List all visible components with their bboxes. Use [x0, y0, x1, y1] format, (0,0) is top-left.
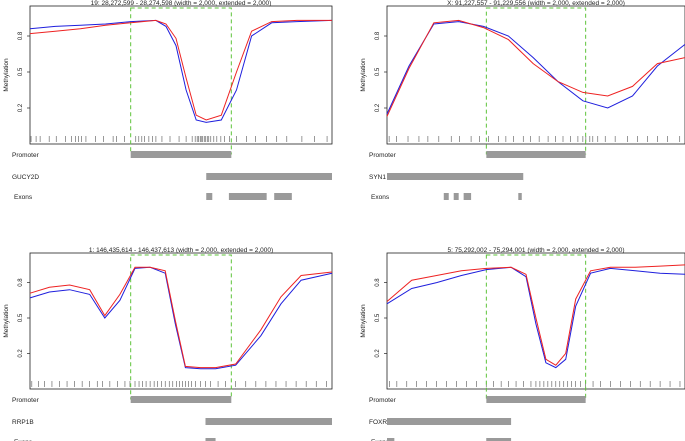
- track-bar: [387, 438, 395, 441]
- track-label: Promoter: [12, 397, 40, 404]
- promoter-region-box: [130, 7, 232, 155]
- track-label: Exons: [14, 439, 33, 441]
- y-tick-label: 0.8: [375, 31, 381, 40]
- y-tick-label: 0.2: [18, 349, 24, 358]
- track-bar: [518, 193, 522, 200]
- track-label: SYN1: [369, 174, 386, 181]
- track-bar: [130, 151, 232, 158]
- y-tick-label: 0.8: [18, 31, 24, 40]
- series-line-1: [386, 21, 685, 115]
- track-bar: [205, 438, 216, 441]
- plot-frame: [29, 5, 333, 145]
- series-line-1: [386, 266, 685, 369]
- track-label: Exons: [14, 194, 33, 201]
- track-label: RRP1B: [12, 419, 34, 426]
- y-axis-label: Methylation: [3, 58, 10, 92]
- plot-frame: [29, 252, 333, 390]
- track-bar: [387, 173, 524, 180]
- promoter-region-box: [485, 254, 587, 400]
- chart-title: 19: 28,272,599 - 28,274,598 (width = 2,0…: [91, 0, 272, 7]
- y-axis-label: Methylation: [360, 304, 367, 338]
- chart-panel-4: 5: 75,292,002 - 75,294,001 (width = 2,00…: [360, 247, 685, 441]
- y-tick-label: 0.5: [375, 313, 381, 322]
- series-line-2: [386, 264, 685, 366]
- chart-panel-3: 1: 146,435,614 - 146,437,613 (width = 2,…: [3, 247, 333, 441]
- plot-frame: [386, 252, 685, 390]
- y-tick-label: 0.5: [375, 67, 381, 76]
- track-label: FOXRED2: [369, 419, 400, 426]
- track-bar: [387, 418, 512, 425]
- series-line-2: [29, 19, 332, 121]
- series-line-2: [29, 266, 333, 369]
- y-tick-label: 0.8: [375, 278, 381, 287]
- y-tick-label: 0.5: [18, 67, 24, 76]
- track-bar: [453, 193, 459, 200]
- track-bar: [206, 193, 213, 200]
- track-label: Promoter: [369, 152, 397, 159]
- y-axis-label: Methylation: [3, 304, 10, 338]
- chart-panel-1: 19: 28,272,599 - 28,274,598 (width = 2,0…: [3, 0, 333, 201]
- track-bar: [443, 193, 449, 200]
- track-bar: [486, 151, 586, 158]
- track-label: Promoter: [369, 397, 397, 404]
- series-line-1: [29, 19, 333, 123]
- track-bar: [463, 193, 472, 200]
- promoter-region-box: [485, 7, 587, 155]
- track-label: Exons: [371, 194, 390, 201]
- y-axis-label: Methylation: [360, 58, 367, 92]
- y-tick-label: 0.2: [375, 349, 381, 358]
- track-label: Exons: [371, 439, 390, 441]
- track-bar: [228, 193, 267, 200]
- y-tick-label: 0.8: [18, 278, 24, 287]
- plot-frame: [386, 5, 685, 145]
- chart-title: 5: 75,292,002 - 75,294,001 (width = 2,00…: [447, 247, 624, 254]
- series-line-1: [29, 266, 333, 370]
- track-bar: [486, 438, 512, 441]
- y-tick-label: 0.2: [18, 103, 24, 112]
- chart-panel-2: X: 91,227,557 - 91,229,556 (width = 2,00…: [360, 0, 685, 201]
- series-line-2: [386, 19, 685, 117]
- track-bar: [486, 396, 586, 403]
- track-bar: [130, 396, 232, 403]
- chart-title: 1: 146,435,614 - 146,437,613 (width = 2,…: [89, 247, 273, 254]
- track-bar: [205, 418, 332, 425]
- track-bar: [274, 193, 292, 200]
- track-label: Promoter: [12, 152, 40, 159]
- chart-title: X: 91,227,557 - 91,229,556 (width = 2,00…: [447, 0, 625, 7]
- promoter-region-box: [130, 254, 232, 400]
- y-tick-label: 0.5: [18, 313, 24, 322]
- y-tick-label: 0.2: [375, 103, 381, 112]
- track-label: GUCY2D: [12, 174, 39, 181]
- track-bar: [206, 173, 332, 180]
